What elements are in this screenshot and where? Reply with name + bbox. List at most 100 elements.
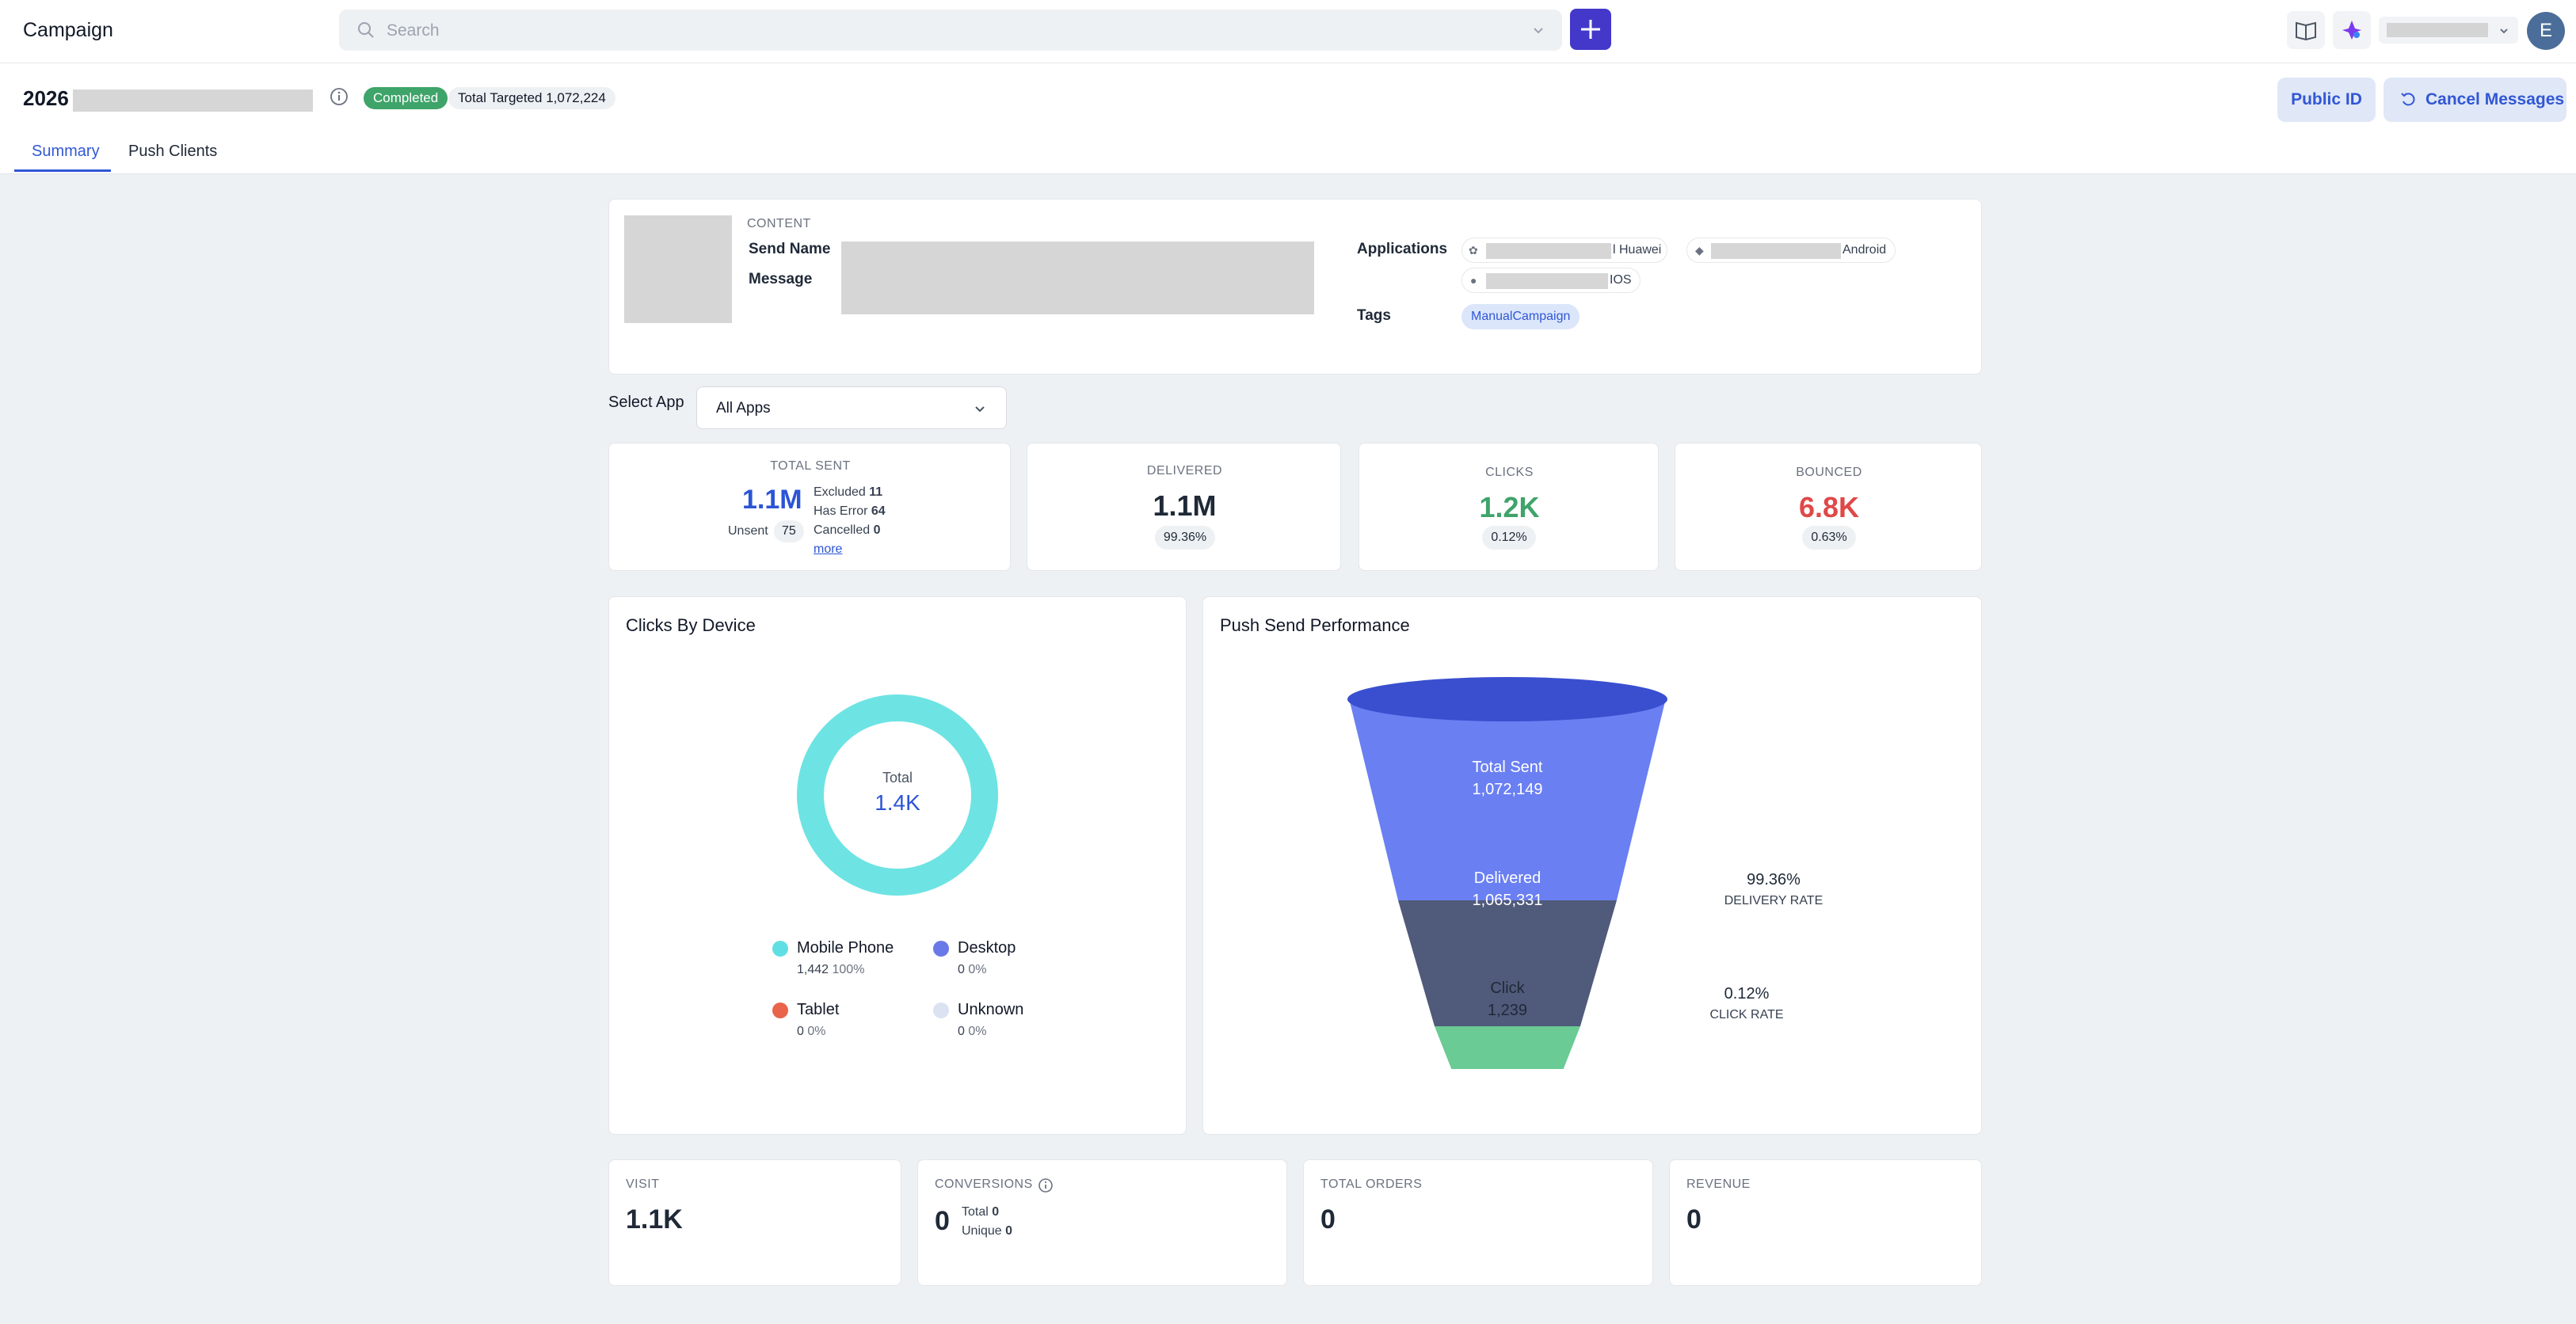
funnel-label-delivered: Delivered 1,065,331 [1472, 869, 1543, 909]
conversions-title: CONVERSIONS [935, 1178, 1033, 1191]
donut-segment-mobile-phone[interactable] [797, 694, 998, 896]
plus-icon [1581, 20, 1600, 39]
app-chip-label: l Huawei [1613, 243, 1662, 257]
chevron-down-icon [975, 406, 985, 413]
clicks-by-device-card: Clicks By Device Total 1.4K Mobile Phone… [608, 596, 1187, 1135]
legend-name-desktop: Desktop [958, 939, 1016, 957]
campaign-header: 2026 Completed Total Targeted 1,072,224 … [0, 63, 2576, 174]
total-sent-breakdown: Excluded 11 Has Error 64 Cancelled 0 mor… [814, 483, 886, 559]
conversions-unique-value: 0 [1005, 1224, 1013, 1238]
revenue-title: REVENUE [1686, 1178, 1751, 1191]
cancelled-value: 0 [873, 523, 881, 537]
push-send-performance-title: Push Send Performance [1220, 615, 1410, 635]
tab-summary[interactable]: Summary [32, 143, 100, 160]
app-chip-label: IOS [1610, 273, 1632, 287]
cancel-messages-button[interactable]: Cancel Messages [2384, 78, 2566, 122]
active-tab-indicator [14, 169, 111, 172]
info-icon[interactable] [330, 87, 349, 106]
content-caption: CONTENT [747, 217, 811, 230]
clicks-value: 1.2K [1479, 491, 1540, 523]
excluded-value: 11 [869, 485, 883, 499]
funnel-stage-click[interactable] [1435, 1026, 1580, 1069]
push-send-performance-card: Push Send Performance Total Sent 1,072,1… [1202, 596, 1982, 1135]
select-app-label: Select App [608, 394, 684, 411]
legend-name-tablet: Tablet [797, 1001, 840, 1018]
chevron-down-icon[interactable] [1530, 22, 1546, 38]
campaign-name: 2026 [23, 86, 69, 110]
total-sent-title: TOTAL SENT [770, 459, 851, 473]
funnel-chart [1347, 677, 1667, 1069]
legend-dot-mobile-phone [772, 941, 788, 957]
app-chip-ios[interactable]: ● IOS [1461, 268, 1640, 293]
visit-title: VISIT [626, 1178, 660, 1191]
bounced-value: 6.8K [1798, 491, 1860, 523]
donut-total-value: 1.4K [875, 790, 920, 815]
undo-icon [2401, 93, 2415, 106]
book-icon [2296, 21, 2316, 41]
clicks-pct: 0.12% [1482, 526, 1536, 550]
conversions-value: 0 [935, 1206, 950, 1236]
legend-dot-tablet [772, 1003, 788, 1018]
applications-label: Applications [1357, 241, 1448, 257]
send-name-label: Send Name [749, 241, 831, 257]
tab-push-clients[interactable]: Push Clients [128, 143, 218, 160]
clicks-title: CLICKS [1485, 466, 1534, 479]
select-app-dropdown[interactable]: All Apps [696, 386, 1007, 429]
cancel-messages-label: Cancel Messages [2425, 90, 2565, 108]
organization-selector[interactable] [2379, 17, 2518, 44]
bounced-card: BOUNCED 6.8K 0.63% [1675, 443, 1982, 571]
legend-value-unknown: 0 0% [958, 1025, 987, 1038]
app-chip-huawei[interactable]: ✿ l Huawei [1461, 238, 1667, 263]
tag-chip[interactable]: ManualCampaign [1461, 304, 1580, 329]
total-sent-value: 1.1M [742, 485, 802, 515]
cancelled-label: Cancelled [814, 523, 871, 537]
unsent-count: 75 [774, 520, 804, 542]
click-rate: 0.12% CLICK RATE [1709, 985, 1784, 1022]
conversions-total-value: 0 [992, 1205, 1000, 1219]
donut-total-label: Total [882, 770, 913, 786]
ai-assistant-button[interactable] [2333, 11, 2371, 49]
delivered-title: DELIVERED [1146, 464, 1223, 477]
create-button[interactable] [1570, 9, 1611, 50]
legend-value-tablet: 0 0% [797, 1025, 826, 1038]
device-donut-chart [797, 694, 998, 896]
legend-dot-desktop [933, 941, 949, 957]
send-name-message-redacted [841, 242, 1314, 314]
apple-icon: ● [1470, 274, 1477, 287]
app-name-redacted [1711, 243, 1841, 259]
avatar[interactable]: E [2527, 12, 2565, 50]
status-badge: Completed [364, 87, 448, 109]
clicks-card: CLICKS 1.2K 0.12% [1358, 443, 1659, 571]
funnel-stage-delivered[interactable] [1398, 900, 1617, 1026]
funnel-stage-total-sent[interactable] [1349, 698, 1666, 900]
content-card: CONTENT Send Name Message Applications ✿… [608, 199, 1982, 375]
app-name-redacted [1486, 243, 1611, 259]
select-app-value: All Apps [716, 400, 771, 417]
clicks-by-device-title: Clicks By Device [626, 615, 756, 635]
conversions-card: CONVERSIONS 0 Total 0 Unique 0 [917, 1159, 1287, 1286]
app-chip-android[interactable]: ◆ Android [1686, 238, 1896, 263]
sparkle-icon [2342, 21, 2361, 40]
tags-label: Tags [1357, 307, 1391, 324]
search-bar[interactable]: Search [339, 10, 1562, 51]
huawei-icon: ✿ [1469, 244, 1478, 257]
total-orders-value: 0 [1320, 1204, 1336, 1235]
total-sent-card: TOTAL SENT 1.1M Unsent 75 Excluded 11 Ha… [608, 443, 1011, 571]
search-input[interactable]: Search [387, 21, 440, 40]
unsent-label: Unsent [728, 524, 768, 538]
visit-card: VISIT 1.1K [608, 1159, 901, 1286]
top-bar: Campaign Search E [0, 0, 2576, 63]
public-id-button[interactable]: Public ID [2277, 78, 2376, 122]
chevron-down-icon [2500, 29, 2508, 34]
docs-button[interactable] [2287, 11, 2325, 49]
info-icon[interactable] [1038, 1178, 1054, 1193]
has-error-value: 64 [871, 504, 886, 518]
total-orders-title: TOTAL ORDERS [1320, 1178, 1423, 1191]
more-link[interactable]: more [814, 542, 843, 556]
delivery-rate: 99.36% DELIVERY RATE [1724, 871, 1823, 907]
funnel-top-ellipse [1347, 677, 1667, 721]
total-orders-card: TOTAL ORDERS 0 [1303, 1159, 1653, 1286]
android-icon: ◆ [1695, 244, 1704, 257]
app-title: Campaign [23, 19, 113, 41]
conversions-unique-label: Unique [962, 1224, 1002, 1238]
